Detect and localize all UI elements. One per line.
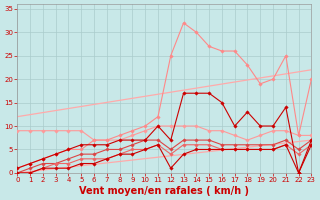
X-axis label: Vent moyen/en rafales ( km/h ): Vent moyen/en rafales ( km/h ) <box>79 186 249 196</box>
